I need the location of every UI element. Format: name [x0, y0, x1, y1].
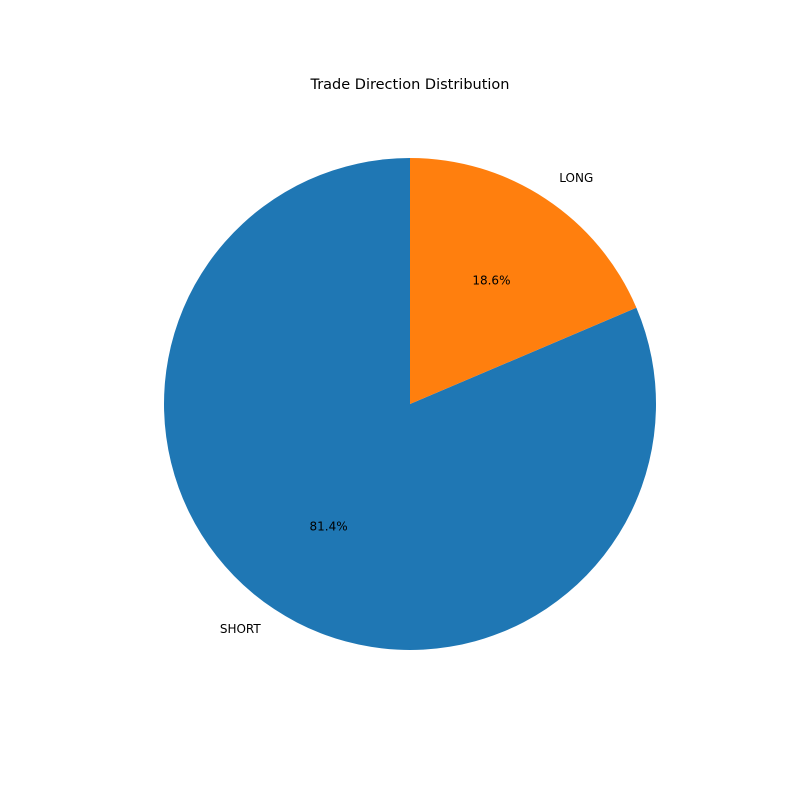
pie-labels: SHORT 81.4% LONG 18.6% [220, 171, 593, 636]
slice-label-long: LONG [559, 171, 593, 185]
pie-slice-short [164, 158, 657, 650]
slice-percent-long: 18.6% [472, 273, 510, 287]
slice-label-short: SHORT [220, 622, 262, 636]
slice-percent-short: 81.4% [310, 520, 348, 534]
chart-title: Trade Direction Distribution [309, 77, 509, 93]
pie-slice-long [410, 158, 637, 404]
pie-slices [164, 158, 657, 650]
